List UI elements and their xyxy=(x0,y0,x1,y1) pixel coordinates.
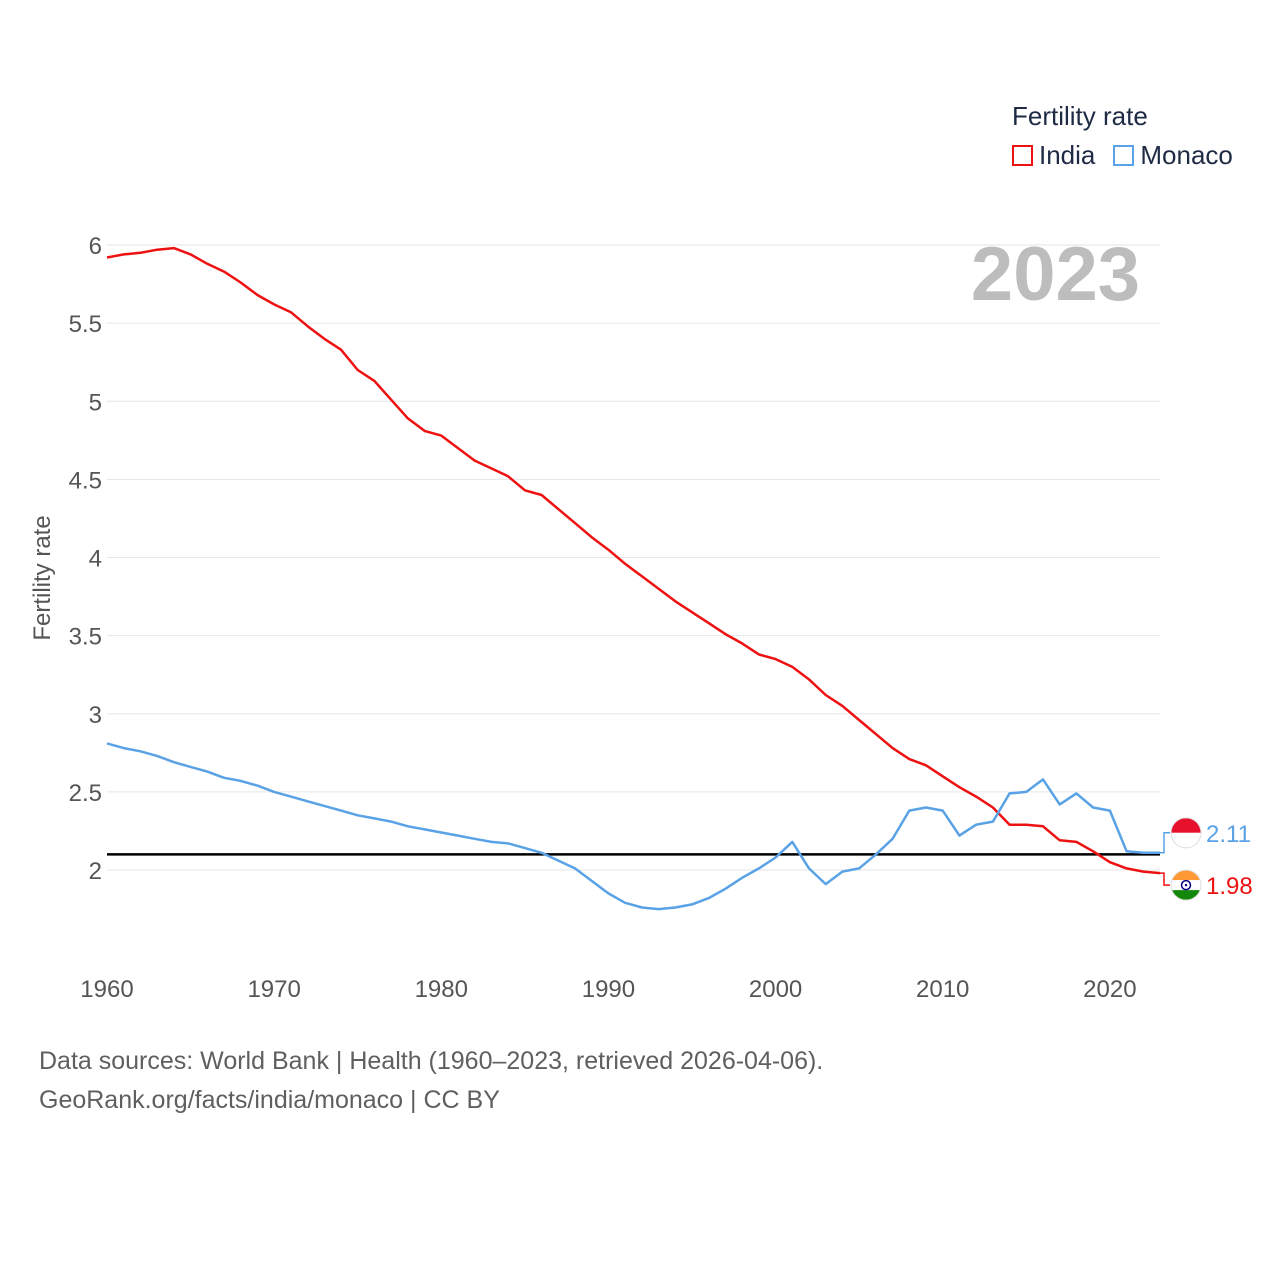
x-tick-label: 1990 xyxy=(582,976,635,1003)
y-tick-label: 3 xyxy=(89,702,102,729)
legend-swatch-india xyxy=(1012,145,1033,166)
footer-sources: Data sources: World Bank | Health (1960–… xyxy=(39,1047,824,1075)
x-tick-label: 1980 xyxy=(415,976,468,1003)
end-connector-india xyxy=(1160,872,1170,886)
x-tick-label: 2010 xyxy=(916,976,969,1003)
y-tick-label: 4 xyxy=(89,546,102,573)
end-value-india: 1.98 xyxy=(1206,873,1253,900)
y-tick-label: 6 xyxy=(89,233,102,260)
end-connector-monaco xyxy=(1160,832,1170,854)
y-tick-label: 4.5 xyxy=(69,467,102,494)
y-tick-label: 5 xyxy=(89,389,102,416)
x-tick-label: 1960 xyxy=(80,976,133,1003)
y-tick-label: 2 xyxy=(89,858,102,885)
y-tick-label: 5.5 xyxy=(69,311,102,338)
year-label: 2023 xyxy=(971,232,1140,317)
y-tick-label: 3.5 xyxy=(69,624,102,651)
legend-label-monaco: Monaco xyxy=(1140,140,1233,170)
y-tick-label: 2.5 xyxy=(69,780,102,807)
legend-item-india[interactable]: India xyxy=(1012,140,1095,171)
x-tick-label: 2000 xyxy=(749,976,802,1003)
legend-item-monaco[interactable]: Monaco xyxy=(1113,140,1233,171)
footer: Data sources: World Bank | Health (1960–… xyxy=(39,1042,823,1120)
y-axis-ticks: 2 2.5 3 3.5 4 4.5 5 5.5 6 xyxy=(69,233,102,885)
end-markers: 1.98 2.11 xyxy=(1160,817,1253,901)
footer-link[interactable]: GeoRank.org/facts/india/monaco | CC BY xyxy=(39,1086,500,1114)
legend-label-india: India xyxy=(1039,140,1096,170)
monaco-flag-icon xyxy=(1170,817,1202,849)
india-flag-icon xyxy=(1170,869,1202,901)
legend-title: Fertility rate xyxy=(1012,101,1148,131)
x-tick-label: 1970 xyxy=(247,976,300,1003)
x-axis-ticks: 1960 1970 1980 1990 2000 2010 2020 xyxy=(80,976,1136,1003)
series-line-monaco[interactable] xyxy=(106,742,1160,911)
series-lines xyxy=(106,246,1161,911)
legend-swatch-monaco xyxy=(1113,145,1135,166)
series-line-india[interactable] xyxy=(106,246,1161,875)
end-value-monaco: 2.11 xyxy=(1206,821,1251,848)
legend: Fertility rate India Monaco xyxy=(1012,100,1233,171)
legend-items: India Monaco xyxy=(1012,140,1233,171)
x-tick-label: 2020 xyxy=(1083,976,1136,1003)
y-axis-title: Fertility rate xyxy=(29,515,56,640)
gridlines xyxy=(107,244,1160,871)
